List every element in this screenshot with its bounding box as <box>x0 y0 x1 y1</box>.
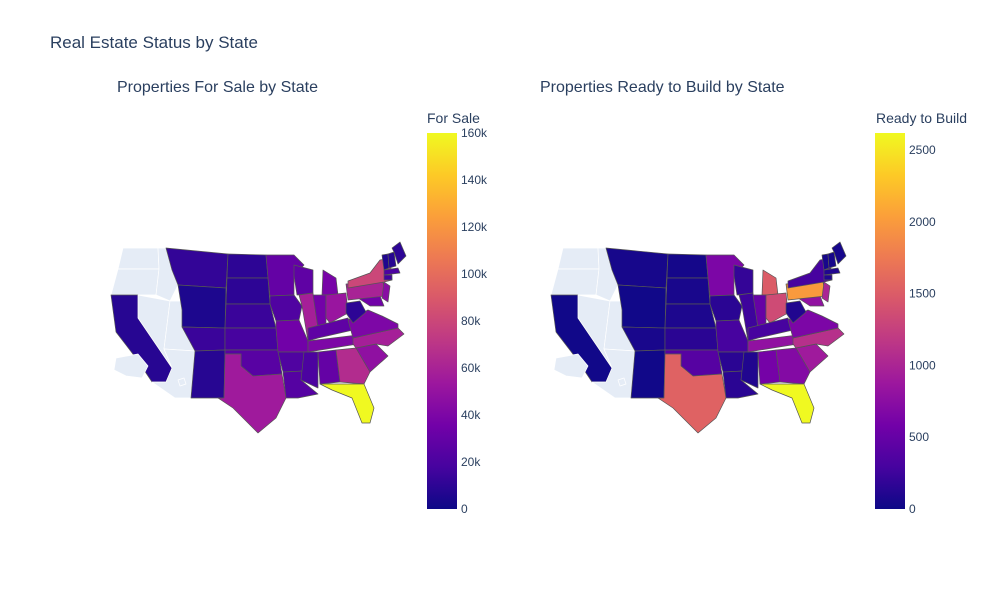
state-nd[interactable] <box>666 253 709 279</box>
state-ak[interactable] <box>113 353 149 379</box>
state-wv[interactable] <box>345 300 367 324</box>
left-subplot-title: Properties For Sale by State <box>117 79 318 96</box>
state-mo[interactable] <box>715 319 749 353</box>
colorbar-tick-label: 40k <box>461 408 481 422</box>
colorbar-ready-to-build: 0 500 1000 1500 2000 2500 <box>875 133 936 516</box>
colorbar-for-sale: 0 20k 40k 60k 80k 100k 120k 140k 160k <box>427 126 488 516</box>
state-nc[interactable] <box>352 327 405 349</box>
state-ga[interactable] <box>335 347 371 385</box>
state-mi[interactable] <box>321 269 339 296</box>
colorbar-tick-label: 0 <box>461 502 468 516</box>
state-ia[interactable] <box>269 294 303 322</box>
state-hi[interactable] <box>617 377 627 387</box>
colorbar-tick-label: 500 <box>909 430 929 444</box>
map-for-sale <box>110 241 407 434</box>
state-tx[interactable] <box>217 353 287 434</box>
state-ia[interactable] <box>709 294 743 322</box>
state-mi[interactable] <box>761 269 779 296</box>
state-nc[interactable] <box>792 327 845 349</box>
chart-main-title: Real Estate Status by State <box>50 33 258 52</box>
colorbar-tick-label: 2000 <box>909 215 936 229</box>
state-tx[interactable] <box>657 353 727 434</box>
state-nm[interactable] <box>190 349 226 399</box>
state-hi[interactable] <box>177 377 187 387</box>
state-oh[interactable] <box>765 292 789 324</box>
state-ne[interactable] <box>664 303 717 329</box>
state-ma[interactable] <box>383 267 401 276</box>
colorbar-tick-label: 0 <box>909 502 916 516</box>
colorbar-tick-label: 100k <box>461 267 488 281</box>
state-ks[interactable] <box>664 327 719 351</box>
state-ky[interactable] <box>307 317 354 342</box>
map-ready-to-build <box>550 241 847 434</box>
right-colorbar-title: Ready to Build <box>876 110 968 126</box>
state-wi[interactable] <box>733 264 754 296</box>
state-wv[interactable] <box>785 300 807 324</box>
state-wa[interactable] <box>557 247 600 270</box>
colorbar-tick-label: 140k <box>461 173 488 187</box>
colorbar-tick-label: 60k <box>461 361 481 375</box>
colorbar-tick-label: 1000 <box>909 358 936 372</box>
state-nh[interactable] <box>827 251 837 269</box>
state-me[interactable] <box>391 241 407 265</box>
colorbar-tick-label: 80k <box>461 314 481 328</box>
state-wy[interactable] <box>617 284 667 329</box>
state-ak[interactable] <box>553 353 589 379</box>
state-ks[interactable] <box>224 327 279 351</box>
state-ne[interactable] <box>224 303 277 329</box>
state-fl[interactable] <box>319 383 375 424</box>
state-ct[interactable] <box>823 274 833 281</box>
state-wy[interactable] <box>177 284 227 329</box>
state-nj[interactable] <box>381 281 391 303</box>
state-ms[interactable] <box>740 351 759 389</box>
state-wa[interactable] <box>117 247 160 270</box>
colorbar-tick-label: 20k <box>461 455 481 469</box>
state-nh[interactable] <box>387 251 397 269</box>
colorbar-tick-label: 120k <box>461 220 488 234</box>
colorbar-tick-label: 1500 <box>909 287 936 301</box>
colorbar-gradient <box>427 133 457 509</box>
state-ky[interactable] <box>747 317 794 342</box>
state-ct[interactable] <box>383 274 393 281</box>
state-ga[interactable] <box>775 347 811 385</box>
state-ma[interactable] <box>823 267 841 276</box>
state-or[interactable] <box>550 268 600 296</box>
state-nm[interactable] <box>630 349 666 399</box>
state-nd[interactable] <box>226 253 269 279</box>
state-fl[interactable] <box>759 383 815 424</box>
state-sd[interactable] <box>665 277 711 305</box>
state-wi[interactable] <box>293 264 314 296</box>
state-nj[interactable] <box>821 281 831 303</box>
state-mo[interactable] <box>275 319 309 353</box>
colorbar-tick-label: 160k <box>461 126 488 140</box>
right-subplot-title: Properties Ready to Build by State <box>540 79 785 96</box>
state-sd[interactable] <box>225 277 271 305</box>
left-colorbar-title: For Sale <box>427 110 480 126</box>
state-me[interactable] <box>831 241 847 265</box>
state-ms[interactable] <box>300 351 319 389</box>
colorbar-tick-label: 2500 <box>909 143 936 157</box>
state-oh[interactable] <box>325 292 349 324</box>
colorbar-gradient <box>875 133 905 509</box>
state-or[interactable] <box>110 268 160 296</box>
